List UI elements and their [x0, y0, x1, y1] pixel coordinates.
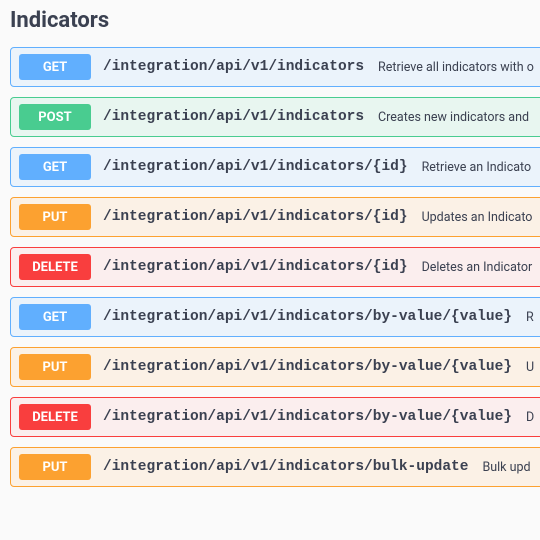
method-badge: POST: [19, 104, 91, 130]
endpoint-path: /integration/api/v1/indicators/by-value/…: [103, 359, 512, 375]
operation-row[interactable]: POST/integration/api/v1/indicators Create…: [10, 97, 540, 137]
method-badge: PUT: [19, 204, 91, 230]
endpoint-path: /integration/api/v1/indicators/by-value/…: [103, 409, 512, 425]
endpoint-path: /integration/api/v1/indicators/by-value/…: [103, 309, 512, 325]
endpoint-path: /integration/api/v1/indicators/{id}: [103, 259, 408, 275]
operation-row[interactable]: PUT/integration/api/v1/indicators/bulk-u…: [10, 447, 540, 487]
endpoint-description: U: [526, 360, 534, 375]
method-badge: GET: [19, 304, 91, 330]
method-badge: GET: [19, 154, 91, 180]
operations-list: GET/integration/api/v1/indicators Retriev…: [10, 47, 540, 487]
operation-row[interactable]: GET/integration/api/v1/indicators/by-val…: [10, 297, 540, 337]
method-badge: DELETE: [19, 404, 91, 430]
endpoint-description: Updates an Indicato: [422, 210, 533, 225]
endpoint-path: /integration/api/v1/indicators: [103, 59, 364, 75]
endpoint-path: /integration/api/v1/indicators/{id}: [103, 159, 408, 175]
method-badge: PUT: [19, 454, 91, 480]
endpoint-description: Retrieve all indicators with o: [378, 60, 534, 75]
endpoint-path: /integration/api/v1/indicators/bulk-upda…: [103, 459, 468, 475]
operation-row[interactable]: GET/integration/api/v1/indicators/{id} Re…: [10, 147, 540, 187]
endpoint-description: Creates new indicators and: [378, 110, 529, 125]
operation-row[interactable]: PUT/integration/api/v1/indicators/by-val…: [10, 347, 540, 387]
method-badge: PUT: [19, 354, 91, 380]
endpoint-path: /integration/api/v1/indicators: [103, 109, 364, 125]
operation-row[interactable]: GET/integration/api/v1/indicators Retriev…: [10, 47, 540, 87]
operation-row[interactable]: DELETE/integration/api/v1/indicators/by-…: [10, 397, 540, 437]
endpoint-description: D: [526, 410, 534, 425]
method-badge: GET: [19, 54, 91, 80]
endpoint-description: Bulk upd: [482, 460, 530, 475]
endpoint-path: /integration/api/v1/indicators/{id}: [103, 209, 408, 225]
endpoint-description: Retrieve an Indicato: [422, 160, 532, 175]
endpoint-description: R: [526, 310, 534, 325]
section-title[interactable]: Indicators: [10, 8, 540, 33]
operation-row[interactable]: PUT/integration/api/v1/indicators/{id} Up…: [10, 197, 540, 237]
operation-row[interactable]: DELETE/integration/api/v1/indicators/{id…: [10, 247, 540, 287]
method-badge: DELETE: [19, 254, 91, 280]
endpoint-description: Deletes an Indicator: [422, 260, 533, 275]
